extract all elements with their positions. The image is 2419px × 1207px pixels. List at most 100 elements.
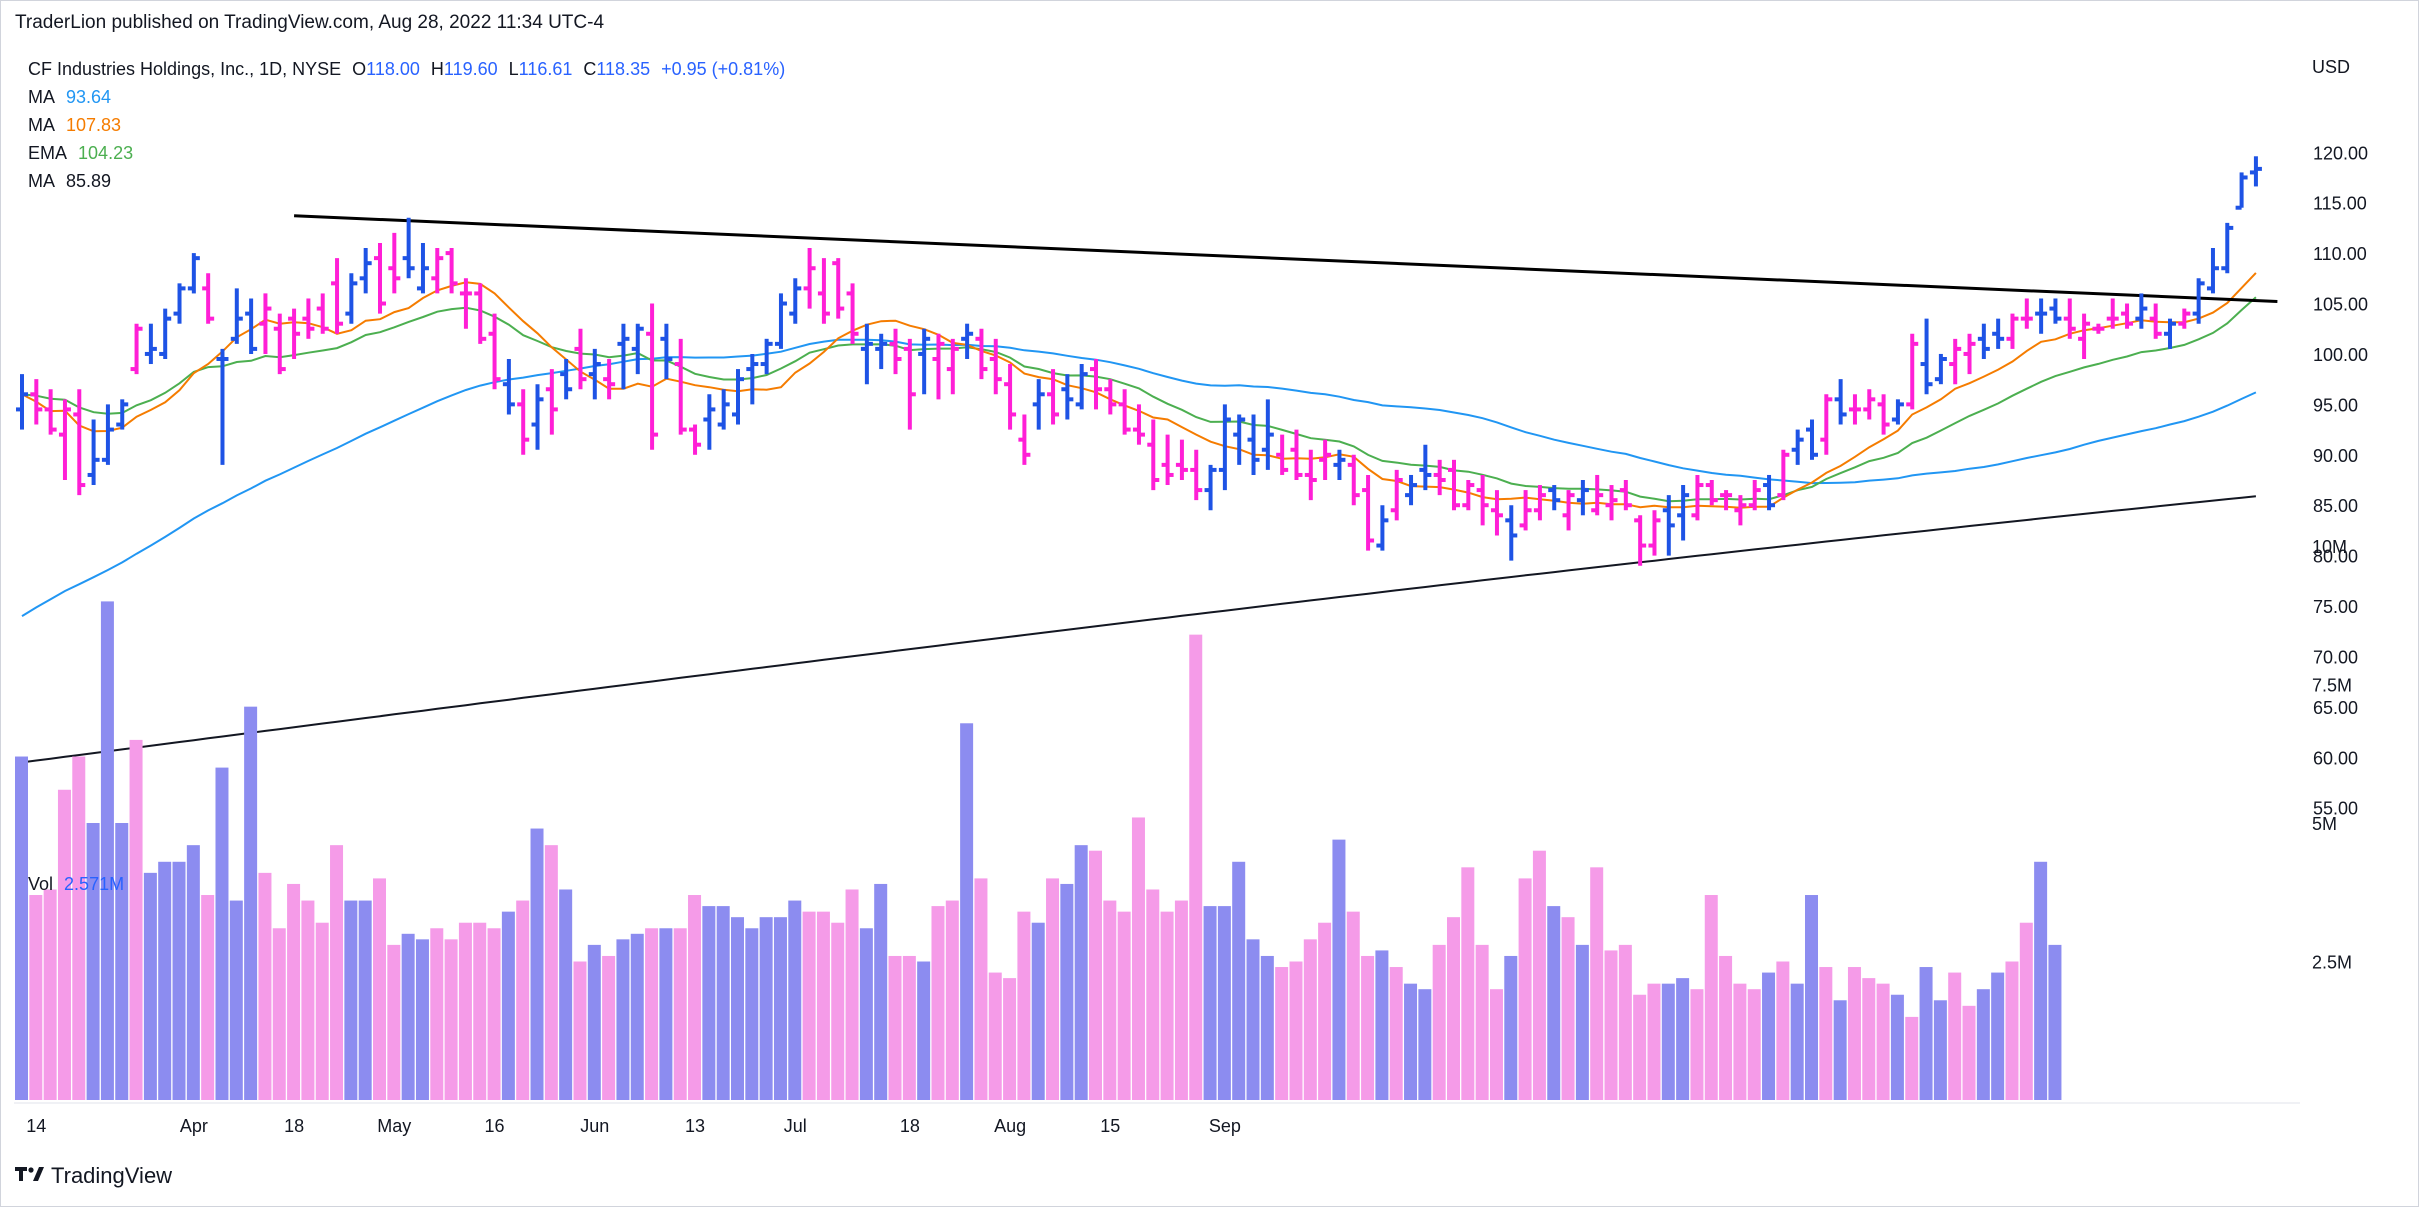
volume-bar (1976, 989, 1990, 1100)
close-label: C (583, 59, 597, 79)
trendline[interactable] (294, 214, 2278, 304)
ohlc-bar (2221, 222, 2234, 274)
volume-bar (1089, 850, 1102, 1100)
ohlc-bar (1677, 485, 1690, 541)
time-tick-label: 18 (900, 1116, 920, 1136)
low-value: 116.61 (518, 59, 573, 79)
ma10-line (21, 272, 2257, 509)
volume-bar (1805, 895, 1818, 1100)
time-axis[interactable]: 14 Apr 18 May 16 Jun 13 Jul 18 Aug 15 Sep (14, 1102, 2300, 1136)
volume-bar (1776, 961, 1790, 1100)
ohlc-bar (617, 323, 630, 390)
volume-bar (1031, 922, 1045, 1100)
volume-bar (945, 900, 959, 1100)
ohlc-bar (1720, 490, 1733, 511)
volume-bar (1819, 967, 1833, 1100)
ohlc-bar (1047, 369, 1060, 425)
ohlc-bar (1190, 449, 1203, 501)
ohlc-bar (1992, 318, 2005, 349)
ohlc-bar (1791, 429, 1804, 465)
volume-bar (115, 823, 129, 1100)
volume-tick-label: 5M (2312, 814, 2337, 834)
volume-bar (1661, 983, 1675, 1100)
ohlc-bar (16, 374, 28, 430)
volume-bar (673, 928, 687, 1100)
ohlc-bar (717, 389, 730, 430)
ohlc-bar (1949, 338, 1962, 385)
ohlc-bar (1562, 490, 1575, 531)
ohlc-bar (331, 258, 344, 334)
ohlc-bar (173, 283, 186, 324)
ohlc-bar (1004, 364, 1017, 430)
volume-tick-label: 2.5M (2312, 953, 2352, 973)
ema21-line (21, 296, 2257, 503)
ohlc-bar (1505, 505, 1518, 561)
ohlc-bar (1648, 510, 1661, 556)
ohlc-bar (1891, 399, 1904, 425)
ohlc-bar (159, 308, 172, 359)
ohlc-bar (1104, 379, 1117, 415)
ohlc-bar (1806, 419, 1818, 460)
volume-bar (1933, 1000, 1947, 1100)
tradingview-brand[interactable]: TradingView (15, 1163, 172, 1189)
volume-bar (1633, 994, 1647, 1100)
volume-bar (516, 900, 530, 1100)
ohlc-bar (2235, 172, 2248, 210)
price-tick-label: 100.00 (2313, 345, 2368, 365)
ohlc-bar (459, 278, 472, 329)
volume-bar (287, 883, 301, 1100)
ohlc-bar (1519, 490, 1532, 531)
volume-bar (2034, 861, 2048, 1100)
volume-bar (272, 928, 286, 1100)
volume-bar (816, 911, 830, 1100)
volume-bar (759, 917, 773, 1100)
ohlc-bar (1977, 323, 1990, 359)
volume-bar (1246, 939, 1260, 1100)
close-value: 118.35 (596, 59, 651, 79)
volume-bar (29, 895, 43, 1100)
volume-bar (86, 823, 100, 1100)
volume-bar (1489, 989, 1503, 1100)
volume-bar (1575, 944, 1589, 1100)
ohlc-bar (989, 338, 1002, 395)
ohlc-bar (1462, 480, 1475, 511)
ohlc-bar (345, 273, 358, 324)
volume-value: 2.571M (64, 874, 125, 894)
ohlc-bar (603, 358, 616, 400)
volume-bar (1131, 817, 1145, 1100)
ohlc-bar (402, 217, 415, 279)
price-axis[interactable]: 55.00 60.00 65.00 70.00 75.00 80.00 85.00 90.00… (2313, 143, 2368, 818)
volume-bar (1547, 906, 1561, 1100)
indicator-label: MA (28, 115, 55, 135)
ma50-line (21, 338, 2257, 617)
volume-bar (215, 767, 229, 1100)
ohlc-bar (631, 323, 644, 375)
volume-bar (1876, 983, 1890, 1100)
ohlc-bar (1204, 464, 1217, 511)
volume-bar (630, 933, 644, 1100)
volume-bar (1432, 944, 1446, 1100)
ohlc-bar (1147, 419, 1160, 491)
time-tick-label: Apr (180, 1116, 208, 1136)
ohlc-bar (932, 333, 945, 400)
ohlc-bar (488, 313, 501, 390)
volume-histogram (15, 601, 2062, 1100)
volume-bar (373, 878, 386, 1100)
volume-bar (917, 961, 931, 1100)
ohlc-bar (646, 303, 659, 450)
volume-bar (1847, 967, 1861, 1100)
ohlc-bar (2149, 303, 2162, 339)
ohlc-bar (889, 328, 902, 375)
ohlc-bar (1261, 399, 1274, 470)
volume-bar (616, 939, 630, 1100)
ohlc-bar (660, 323, 673, 380)
ohlc-bar (574, 328, 587, 390)
ohlc-bar (1090, 358, 1102, 410)
volume-bar (1447, 917, 1460, 1100)
indicator-legend-ema21: EMA 104.23 (28, 139, 139, 167)
volume-bar (731, 917, 744, 1100)
ohlc-bar (1848, 394, 1861, 425)
volume-bar (2048, 944, 2062, 1100)
ohlc-bar (517, 389, 530, 455)
